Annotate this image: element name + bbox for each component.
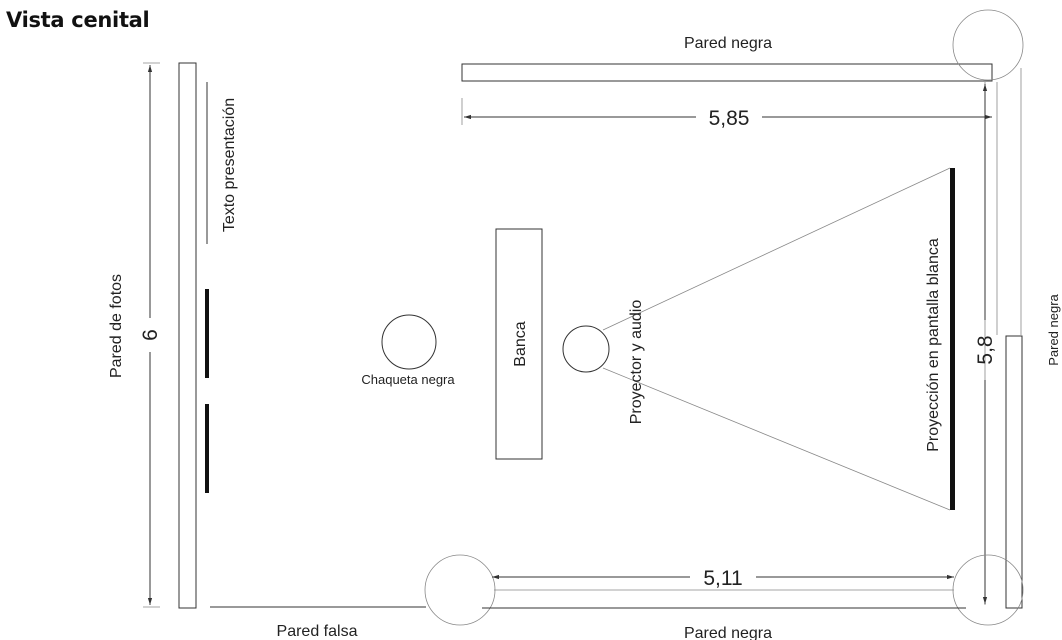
dim-top-value: 5,85 xyxy=(709,107,750,130)
false-wall-label: Pared falsa xyxy=(277,623,358,640)
plan-title: Vista cenital xyxy=(6,8,150,32)
dim-left-value: 6 xyxy=(139,329,162,341)
bench xyxy=(495,228,543,460)
projection-screen xyxy=(950,168,955,510)
top-black-wall xyxy=(461,63,993,82)
right-black-wall xyxy=(1005,335,1023,609)
projector-label: Proyector y audio xyxy=(628,300,645,425)
jacket-label: Chaqueta negra xyxy=(361,372,455,387)
bench-label: Banca xyxy=(512,321,529,366)
photo-1 xyxy=(205,289,209,378)
photo-2 xyxy=(205,404,209,493)
projection-label: Proyección en pantalla blanca xyxy=(925,238,942,452)
column-bottom-right xyxy=(952,554,1024,626)
photo-wall-label: Pared de fotos xyxy=(108,274,125,378)
dim-right-value: 5,8 xyxy=(974,335,997,364)
photo-wall xyxy=(178,62,197,609)
right-wall-label: Pared negra xyxy=(1046,293,1061,365)
column-top-right xyxy=(952,9,1024,81)
beam-lower xyxy=(602,367,951,511)
bottom-wall-label: Pared negra xyxy=(684,625,772,640)
jacket-circle xyxy=(381,314,437,370)
top-wall-label: Pared negra xyxy=(684,35,772,52)
presentation-text-label: Texto presentación xyxy=(221,98,238,232)
column-bottom-left xyxy=(424,554,496,626)
beam-upper xyxy=(602,167,951,331)
projector-circle xyxy=(562,325,610,373)
dim-bottom-value: 5,11 xyxy=(703,567,742,590)
